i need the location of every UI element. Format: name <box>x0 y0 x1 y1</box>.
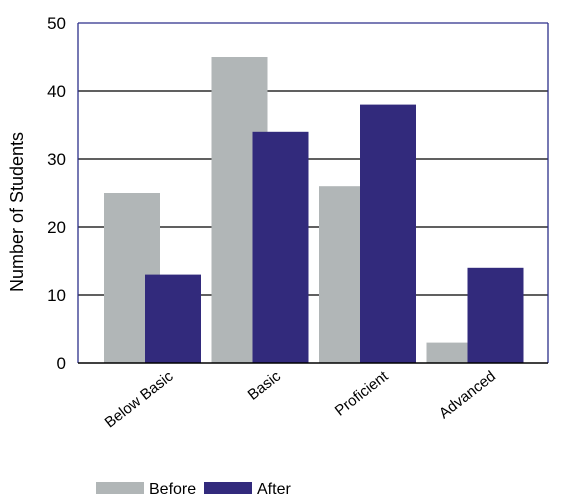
x-tick-label: Below Basic <box>102 367 177 431</box>
y-tick-label: 30 <box>47 150 66 169</box>
bar-after-3 <box>467 267 524 363</box>
y-tick-label: 20 <box>47 218 66 237</box>
y-tick-label: 10 <box>47 286 66 305</box>
x-tick-labels: Below Basic Basic Proficient Advanced <box>102 367 499 431</box>
legend-swatch-before <box>96 482 144 494</box>
x-tick-label: Proficient <box>332 367 392 419</box>
legend-label-after: After <box>257 481 291 496</box>
bar-after-0 <box>145 274 201 363</box>
bars <box>104 57 524 363</box>
y-tick-label: 50 <box>47 14 66 33</box>
y-tick-label: 40 <box>47 82 66 101</box>
axes <box>77 22 549 364</box>
legend: Before After <box>96 481 291 496</box>
x-tick-label: Advanced <box>436 368 499 422</box>
legend-swatch-after <box>204 482 252 494</box>
bar-after-1 <box>252 131 309 363</box>
bar-after-2 <box>360 104 416 363</box>
legend-label-before: Before <box>149 481 196 496</box>
y-tick-labels: 0 10 20 30 40 50 <box>47 14 66 373</box>
x-tick-label: Basic <box>245 367 285 403</box>
y-axis-label: Number of Students <box>7 132 27 292</box>
y-tick-label: 0 <box>57 354 66 373</box>
